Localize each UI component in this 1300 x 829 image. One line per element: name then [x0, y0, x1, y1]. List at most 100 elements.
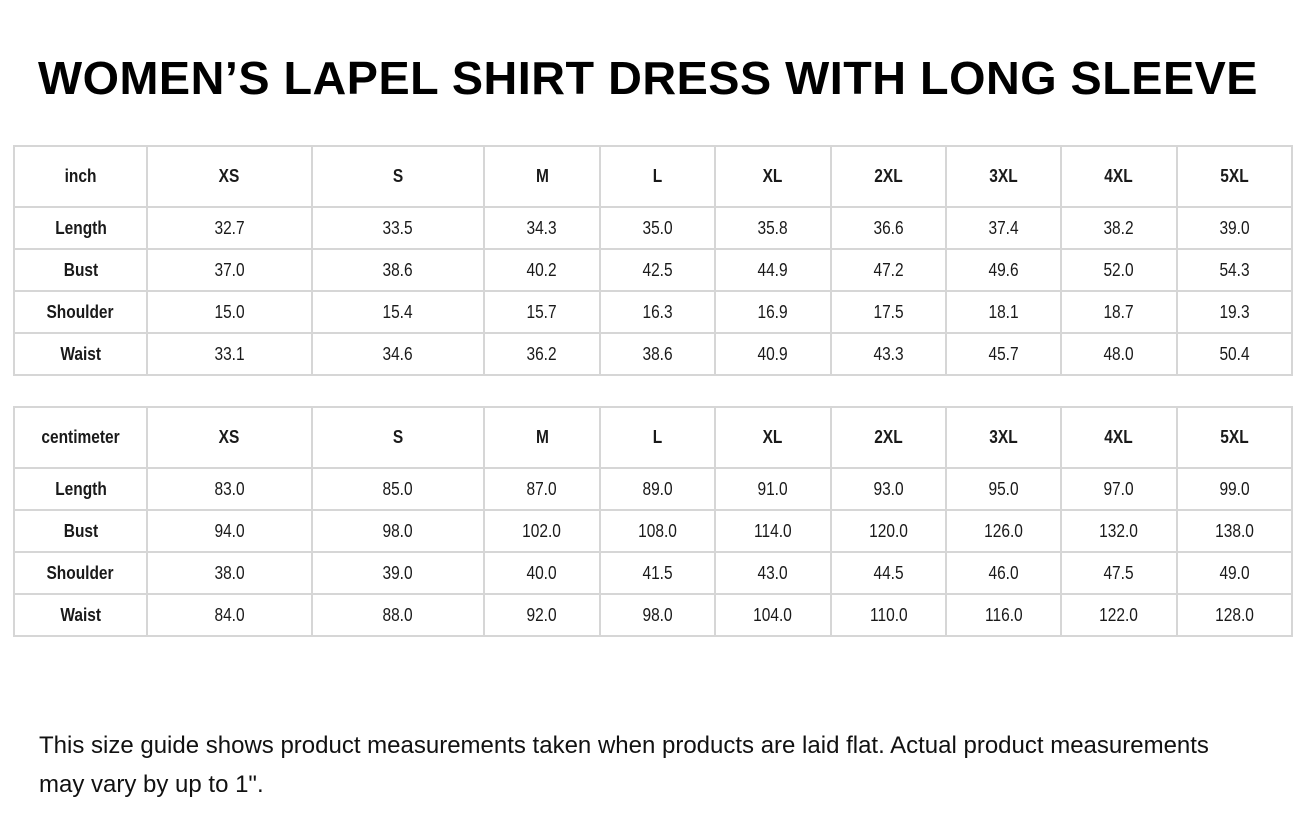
- measurement-cell-text: 38.6: [642, 343, 673, 364]
- measurement-cell-text: 84.0: [214, 604, 245, 625]
- measurement-cell-text: 35.8: [757, 217, 789, 238]
- measurement-cell-text: 102.0: [522, 520, 562, 541]
- measurement-cell-text: 128.0: [1215, 604, 1254, 625]
- size-header: 4XL: [1060, 406, 1178, 469]
- measurement-cell: 32.7: [146, 206, 313, 250]
- unit-header: inch: [13, 145, 148, 208]
- size-header: 5XL: [1176, 406, 1293, 469]
- unit-header-text: centimeter: [41, 427, 120, 447]
- measurement-cell: 40.0: [483, 551, 601, 595]
- measurement-cell: 98.0: [599, 593, 716, 637]
- row-label-text: Shoulder: [46, 562, 115, 583]
- row-label-text: Bust: [63, 259, 98, 280]
- measurement-cell-text: 43.0: [757, 562, 789, 583]
- measurement-cell-text: 87.0: [526, 478, 558, 499]
- measurement-cell-text: 16.3: [642, 301, 673, 322]
- table-row: Bust 37.0 38.6 40.2 42.5 44.9 47.2 49.6 52.0 54.3: [13, 248, 1293, 292]
- size-header: 2XL: [830, 406, 947, 469]
- size-header-text: 4XL: [1104, 166, 1134, 186]
- measurement-cell: 138.0: [1176, 509, 1293, 553]
- header-row: inch XS S M L XL 2XL 3XL 4XL 5XL: [13, 145, 1293, 208]
- measurement-cell-text: 35.0: [642, 217, 673, 238]
- measurement-cell: 84.0: [146, 593, 313, 637]
- measurement-cell: 35.0: [599, 206, 716, 250]
- size-header: M: [483, 406, 601, 469]
- measurement-cell: 93.0: [830, 467, 947, 511]
- row-label: Waist: [13, 332, 148, 376]
- page-title: WOMEN’S LAPEL SHIRT DRESS WITH LONG SLEE…: [38, 52, 1258, 104]
- measurement-cell: 18.7: [1060, 290, 1178, 334]
- measurement-cell-text: 18.7: [1103, 301, 1135, 322]
- measurement-cell: 50.4: [1176, 332, 1293, 376]
- measurement-cell: 89.0: [599, 467, 716, 511]
- measurement-cell-text: 116.0: [984, 604, 1023, 625]
- measurement-cell: 83.0: [146, 467, 313, 511]
- measurement-cell-text: 114.0: [754, 520, 792, 541]
- measurement-cell: 116.0: [945, 593, 1062, 637]
- measurement-cell: 33.1: [146, 332, 313, 376]
- row-label: Shoulder: [13, 290, 148, 334]
- measurement-cell-text: 54.3: [1219, 259, 1250, 280]
- measurement-cell: 38.6: [311, 248, 485, 292]
- measurement-cell: 15.0: [146, 290, 313, 334]
- measurement-cell-text: 93.0: [873, 478, 904, 499]
- size-header: S: [311, 145, 485, 208]
- measurement-cell-text: 47.5: [1103, 562, 1135, 583]
- measurement-cell: 94.0: [146, 509, 313, 553]
- measurement-cell-text: 92.0: [526, 604, 558, 625]
- size-header-text: 2XL: [874, 166, 903, 186]
- measurement-cell: 95.0: [945, 467, 1062, 511]
- measurement-cell-text: 94.0: [214, 520, 245, 541]
- measurement-cell-text: 50.4: [1219, 343, 1250, 364]
- measurement-cell: 128.0: [1176, 593, 1293, 637]
- measurement-cell: 38.6: [599, 332, 716, 376]
- size-header-text: 3XL: [989, 427, 1018, 447]
- size-table-centimeter: centimeter XS S M L XL 2XL 3XL 4XL 5XL Length 83.0 8…: [13, 406, 1293, 637]
- measurement-cell-text: 33.1: [214, 343, 245, 364]
- measurement-cell: 46.0: [945, 551, 1062, 595]
- table-row: Shoulder 38.0 39.0 40.0 41.5 43.0 44.5 46.0 47.5…: [13, 551, 1293, 595]
- measurement-cell: 34.3: [483, 206, 601, 250]
- measurement-cell: 45.7: [945, 332, 1062, 376]
- measurement-cell: 18.1: [945, 290, 1062, 334]
- table-row: Length 32.7 33.5 34.3 35.0 35.8 36.6 37.4 38.2 39…: [13, 206, 1293, 250]
- measurement-cell: 19.3: [1176, 290, 1293, 334]
- measurement-cell-text: 38.2: [1103, 217, 1135, 238]
- measurement-cell: 97.0: [1060, 467, 1178, 511]
- measurement-cell-text: 39.0: [1219, 217, 1250, 238]
- measurement-cell: 52.0: [1060, 248, 1178, 292]
- size-header: XL: [714, 406, 832, 469]
- size-header: 2XL: [830, 145, 947, 208]
- measurement-cell-text: 44.9: [757, 259, 789, 280]
- measurement-cell: 43.0: [714, 551, 832, 595]
- measurement-cell: 49.0: [1176, 551, 1293, 595]
- measurement-cell-text: 36.6: [873, 217, 904, 238]
- measurement-cell-text: 83.0: [214, 478, 245, 499]
- size-header: XS: [146, 145, 313, 208]
- size-header: L: [599, 145, 716, 208]
- size-header-text: M: [535, 166, 549, 186]
- measurement-cell: 49.6: [945, 248, 1062, 292]
- measurement-cell-text: 138.0: [1215, 520, 1254, 541]
- measurement-cell-text: 48.0: [1103, 343, 1135, 364]
- size-header: 5XL: [1176, 145, 1293, 208]
- row-label: Length: [13, 206, 148, 250]
- measurement-cell-text: 99.0: [1219, 478, 1250, 499]
- measurement-cell-text: 19.3: [1219, 301, 1250, 322]
- measurement-cell-text: 89.0: [642, 478, 673, 499]
- measurement-cell: 37.4: [945, 206, 1062, 250]
- measurement-cell-text: 52.0: [1103, 259, 1135, 280]
- measurement-cell-text: 38.0: [214, 562, 245, 583]
- table-row: Waist 33.1 34.6 36.2 38.6 40.9 43.3 45.7 48.0 50.…: [13, 332, 1293, 376]
- size-header-text: XL: [763, 427, 783, 447]
- table-row: Waist 84.0 88.0 92.0 98.0 104.0 110.0 116.0 122.…: [13, 593, 1293, 637]
- measurement-cell: 17.5: [830, 290, 947, 334]
- size-header-text: 5XL: [1220, 427, 1249, 447]
- measurement-cell-text: 40.0: [526, 562, 558, 583]
- measurement-cell: 104.0: [714, 593, 832, 637]
- measurement-cell: 114.0: [714, 509, 832, 553]
- measurement-cell-text: 15.0: [214, 301, 245, 322]
- size-header-text: S: [392, 427, 404, 447]
- size-header: XL: [714, 145, 832, 208]
- measurement-cell-text: 37.0: [214, 259, 245, 280]
